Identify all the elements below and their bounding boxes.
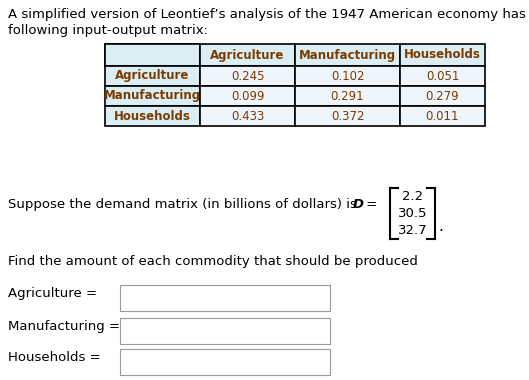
Text: 0.372: 0.372 bbox=[331, 109, 364, 122]
Bar bbox=[120, 349, 330, 375]
Text: =: = bbox=[362, 198, 377, 211]
Text: following input-output matrix:: following input-output matrix: bbox=[8, 24, 208, 37]
Bar bbox=[400, 44, 485, 66]
Text: Households: Households bbox=[114, 109, 191, 122]
Text: 0.099: 0.099 bbox=[231, 90, 264, 103]
Bar bbox=[295, 86, 400, 106]
Text: 2.2: 2.2 bbox=[402, 190, 423, 203]
Text: Manufacturing: Manufacturing bbox=[299, 49, 396, 62]
Text: D: D bbox=[353, 198, 364, 211]
Bar bbox=[295, 106, 400, 126]
Text: Agriculture =: Agriculture = bbox=[8, 287, 97, 300]
Bar bbox=[105, 66, 200, 86]
Text: 0.279: 0.279 bbox=[426, 90, 459, 103]
Text: 30.5: 30.5 bbox=[398, 207, 427, 220]
Text: Households =: Households = bbox=[8, 351, 101, 364]
Bar bbox=[120, 285, 330, 311]
Text: Manufacturing =: Manufacturing = bbox=[8, 320, 120, 333]
Bar bbox=[400, 86, 485, 106]
Text: 0.291: 0.291 bbox=[331, 90, 364, 103]
Text: Find the amount of each commodity that should be produced: Find the amount of each commodity that s… bbox=[8, 255, 418, 268]
Text: 32.7: 32.7 bbox=[398, 224, 427, 237]
Text: Manufacturing: Manufacturing bbox=[104, 90, 201, 103]
Text: 0.051: 0.051 bbox=[426, 70, 459, 82]
Bar bbox=[105, 44, 200, 66]
Bar bbox=[400, 106, 485, 126]
Bar bbox=[295, 44, 400, 66]
Bar bbox=[120, 318, 330, 344]
Bar bbox=[105, 44, 200, 66]
Bar bbox=[295, 66, 400, 86]
Text: 0.245: 0.245 bbox=[231, 70, 264, 82]
Text: A simplified version of Leontief’s analysis of the 1947 American economy has the: A simplified version of Leontief’s analy… bbox=[8, 8, 529, 21]
Bar bbox=[200, 66, 295, 86]
Text: 0.011: 0.011 bbox=[426, 109, 459, 122]
Bar bbox=[200, 86, 295, 106]
Bar bbox=[200, 44, 295, 66]
Text: Suppose the demand matrix (in billions of dollars) is: Suppose the demand matrix (in billions o… bbox=[8, 198, 361, 211]
Text: Households: Households bbox=[404, 49, 481, 62]
Bar bbox=[105, 86, 200, 106]
Text: Agriculture: Agriculture bbox=[211, 49, 285, 62]
Text: Agriculture: Agriculture bbox=[115, 70, 190, 82]
Text: .: . bbox=[438, 219, 443, 234]
Bar bbox=[400, 66, 485, 86]
Text: 0.102: 0.102 bbox=[331, 70, 364, 82]
Bar bbox=[105, 106, 200, 126]
Text: 0.433: 0.433 bbox=[231, 109, 264, 122]
Bar bbox=[200, 106, 295, 126]
